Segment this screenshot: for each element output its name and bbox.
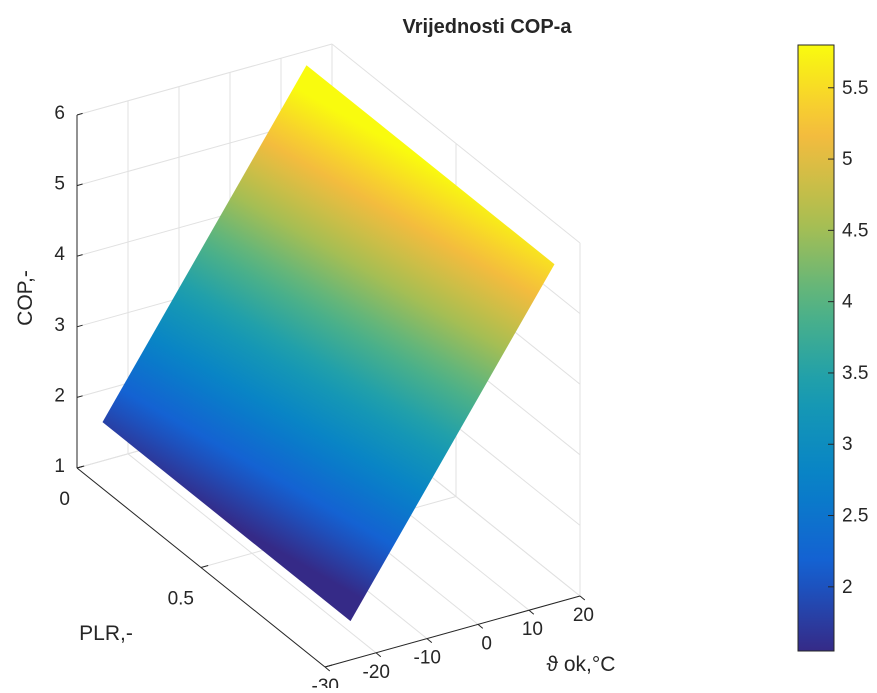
- colorbar-tick-label: 2.5: [842, 506, 868, 527]
- x-tick-label: -10: [414, 648, 441, 669]
- axis-layer: [76, 112, 586, 672]
- z-tick-mark: [76, 254, 83, 257]
- x-tick-mark: [579, 595, 586, 601]
- x-axis-label: ϑ ok,°C: [547, 653, 616, 676]
- z-tick-label: 3: [54, 315, 65, 336]
- x-tick-label: 20: [573, 605, 594, 626]
- x-tick-label: -20: [363, 662, 390, 683]
- chart-title: Vrijednosti COP-a: [403, 16, 573, 38]
- z-tick-label: 4: [54, 244, 65, 265]
- z-tick-mark: [76, 324, 83, 328]
- y-axis-label: PLR,-: [79, 622, 133, 645]
- colorbar: 2 2.5 3 3.5 4 4.5 5 5.5: [797, 44, 868, 652]
- z-tick-mark: [76, 395, 83, 398]
- z-tick-label: 6: [54, 103, 65, 124]
- y-tick-mark: [324, 664, 333, 668]
- cop-surface: [102, 65, 555, 622]
- x-tick-mark: [477, 624, 484, 629]
- z-tick-mark: [76, 183, 83, 187]
- x-tick-mark: [528, 609, 535, 615]
- y-tick-label: 0.5: [168, 589, 194, 610]
- colorbar-tick-label: 4.5: [842, 220, 868, 241]
- z-tick-label: 5: [54, 174, 65, 195]
- colorbar-tick-label: 5.5: [842, 78, 868, 99]
- grid-line: [331, 43, 581, 244]
- z-tick-label: 1: [54, 456, 65, 477]
- z-axis-label: COP,-: [14, 270, 37, 326]
- y-tick-mark: [76, 465, 85, 469]
- y-tick-label: 0: [59, 489, 70, 510]
- x-axis-line: [324, 595, 581, 668]
- colorbar-tick-label: 2: [842, 577, 853, 598]
- x-tick-label: 10: [522, 619, 543, 640]
- x-tick-mark: [375, 652, 382, 658]
- x-tick-label: 0: [481, 633, 492, 654]
- colorbar-gradient: [797, 44, 835, 652]
- x-tick-mark: [324, 666, 331, 672]
- y-tick-mark: [200, 565, 209, 568]
- surface-layer: [102, 65, 555, 622]
- z-tick-mark: [76, 112, 83, 116]
- colorbar-tick-label: 3.5: [842, 363, 868, 384]
- x-tick-label: -30: [312, 676, 339, 688]
- colorbar-tick-label: 5: [842, 149, 853, 170]
- colorbar-tick-label: 4: [842, 292, 853, 313]
- colorbar-tick-label: 3: [842, 434, 853, 455]
- x-tick-mark: [426, 638, 433, 643]
- z-tick-label: 2: [54, 385, 65, 406]
- grid-line: [76, 43, 333, 116]
